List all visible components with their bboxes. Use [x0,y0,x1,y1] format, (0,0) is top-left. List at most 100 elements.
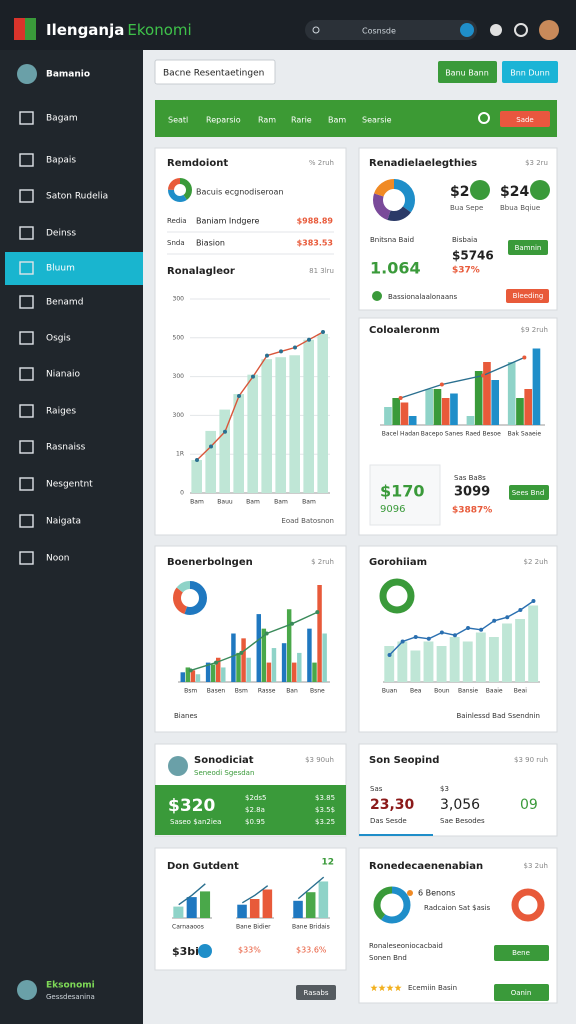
search-box[interactable] [305,20,477,40]
bar [528,605,539,682]
donut-segment [373,886,411,924]
active-item [5,252,143,285]
donut-segment [373,179,415,221]
point [466,626,471,630]
nav-item[interactable]: Bluum [46,264,75,274]
bar [286,609,292,682]
y-tick-label: 300 [173,296,185,303]
label: Bisbaia [452,236,477,244]
nav-item[interactable]: Bapais [46,156,76,166]
nav-item[interactable]: Nianaio [46,370,80,380]
label: $383.53 [297,239,333,248]
label: $33.6% [296,946,327,955]
nav-icon [19,226,34,240]
bar [515,619,526,682]
y-tick-label: 0 [180,490,184,497]
button-label: Bnn Dunn [510,69,550,78]
point [479,627,484,632]
tab[interactable]: Seatl [168,116,188,125]
bar [532,348,541,425]
tab[interactable]: Rarie [291,116,312,125]
label: Ecemiin Basin [408,984,457,992]
point [290,621,294,626]
card-title: Ronedecaenenabian [369,861,483,872]
tab[interactable]: Reparsio [206,116,241,125]
nav-item[interactable]: Saton Rudelia [46,192,108,202]
icon[interactable] [514,23,528,37]
nav-item[interactable]: Benamd [46,298,83,308]
bar [236,652,241,682]
bar [305,892,316,918]
nav-item[interactable]: Noon [46,554,69,564]
bar [474,371,483,425]
search-icon[interactable] [478,112,490,124]
icon[interactable] [490,24,502,36]
star [370,984,378,992]
label: $33% [238,946,261,955]
y-tick-label: 300 [173,412,185,419]
bar [246,657,251,682]
tab[interactable]: Searsie [362,116,392,125]
nav-item[interactable]: Osgis [46,334,71,344]
bar [312,662,317,682]
button[interactable] [509,485,549,500]
button[interactable] [438,61,497,83]
y-tick-label: 1R [176,451,184,458]
point [265,353,269,358]
label: % 2ruh [309,159,334,167]
button[interactable] [494,945,549,961]
label: $24 [500,184,529,200]
button[interactable] [494,984,549,1001]
nav-item[interactable]: Nesgentnt [46,480,93,490]
bar [410,650,421,682]
nav-item[interactable]: Rasnaiss [46,443,86,453]
tab[interactable]: Bam [328,116,346,125]
ring [511,888,545,922]
bar [524,389,533,425]
user-name: Eksonomi [46,981,95,991]
bar [231,633,236,682]
ring [379,578,415,614]
bar [433,389,442,425]
donut-segment [168,178,192,202]
label: $ 2ruh [311,558,334,566]
label: $5746 [452,249,494,263]
card-title: Renadielaelegthies [369,158,477,169]
label: 12 [321,858,334,868]
point [522,355,527,360]
avatar[interactable] [539,20,559,40]
donut-segment [373,179,415,221]
card-title: Ronalagleor [167,266,235,277]
nav-icon [19,331,34,345]
bar [180,672,185,682]
input-text: Bacne Resentaetingen [163,69,264,79]
point [492,618,497,623]
icon[interactable] [460,23,474,37]
point [413,635,418,639]
x-tick-label: Bam [274,499,288,506]
button[interactable] [508,240,548,255]
bar [475,632,486,682]
bar [262,889,273,918]
nav-item[interactable]: Bagam [46,114,78,124]
text-input[interactable] [154,59,276,85]
avatar [17,980,37,1000]
bar [423,641,434,682]
label: Bassionalaalonaans [388,293,458,301]
button[interactable] [500,111,550,127]
nav-item[interactable]: Raiges [46,407,76,417]
star [394,984,402,992]
bar [449,637,460,682]
button[interactable] [296,985,336,1000]
button[interactable] [502,61,558,83]
nav-item[interactable]: Naigata [46,517,81,527]
bar [219,409,230,493]
label: Das Sesde [370,817,407,825]
bar [450,393,458,425]
label: $2.8a [245,806,265,814]
tab[interactable]: Ram [258,116,276,125]
nav-item[interactable]: Deinss [46,229,76,239]
label: $3887% [452,506,492,516]
button[interactable] [506,289,549,303]
brand-part: Ilenganja [46,21,124,39]
